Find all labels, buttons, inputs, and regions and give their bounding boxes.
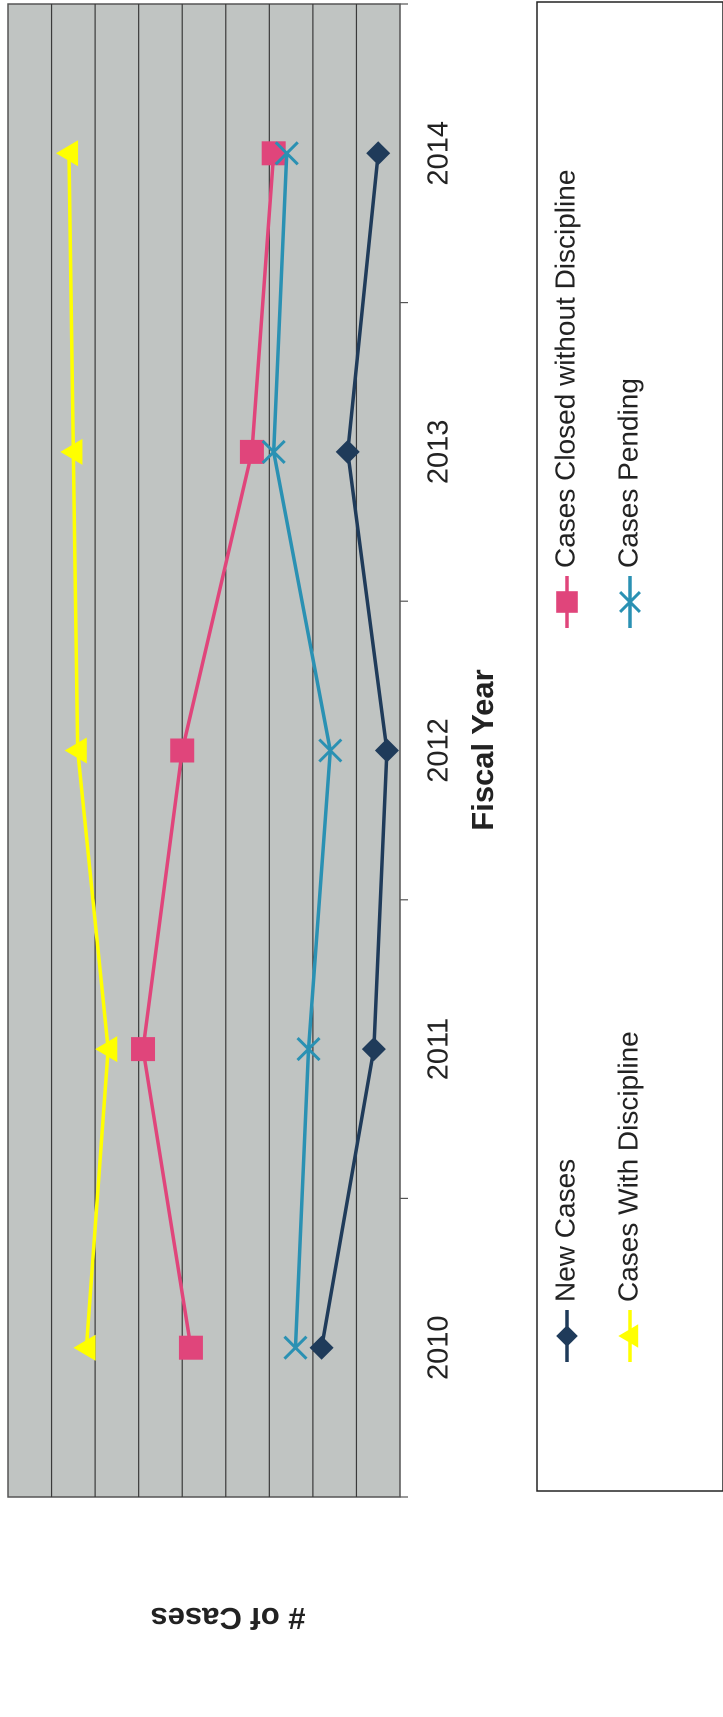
- data-point: [170, 738, 195, 763]
- data-point: [239, 439, 264, 464]
- legend-item: Cases With Discipline: [612, 1031, 643, 1362]
- legend-item: Cases Pending: [612, 378, 643, 628]
- legend-item: Cases Closed without Discipline: [549, 170, 580, 628]
- x-tick-label: 2014: [423, 121, 455, 186]
- data-point: [361, 1037, 386, 1062]
- data-point: [95, 1036, 118, 1063]
- legend: New Cases Cases Closed without Discipline…: [549, 170, 643, 1362]
- legend-marker: [556, 1325, 578, 1347]
- x-tick-label: 2011: [423, 1018, 455, 1080]
- data-point: [296, 1037, 321, 1062]
- y-axis-title: # of Cases: [150, 1601, 305, 1636]
- data-point: [274, 141, 299, 166]
- legend-label: Cases With Discipline: [612, 1031, 643, 1302]
- series: [55, 140, 118, 1361]
- data-point: [335, 439, 360, 464]
- series: [309, 141, 399, 1360]
- legend-box: [536, 1, 723, 1492]
- data-point: [366, 141, 391, 166]
- data-point: [261, 141, 286, 166]
- x-tick-label: 2013: [423, 420, 455, 485]
- data-point: [55, 140, 79, 167]
- y-axis-title-group: # of Cases: [150, 1601, 305, 1636]
- data-point: [178, 1335, 203, 1360]
- x-axis-title-group: Fiscal Year: [465, 669, 500, 830]
- x-tick-label: 2012: [423, 718, 455, 783]
- x-axis-tick-labels: 2010 2011 2012 2013 2014: [423, 121, 455, 1380]
- data-point: [261, 439, 286, 464]
- data-point: [131, 1037, 156, 1062]
- legend-label: Cases Pending: [612, 378, 643, 568]
- axis-ticks: [400, 3, 408, 1498]
- series: [131, 141, 286, 1360]
- data-point: [283, 1335, 308, 1360]
- series: [261, 141, 343, 1360]
- data-point: [374, 738, 399, 763]
- legend-marker: [618, 1324, 639, 1348]
- x-axis-title: Fiscal Year: [465, 669, 500, 830]
- data-point: [309, 1335, 334, 1360]
- legend-marker: [556, 591, 578, 613]
- x-tick-label: 2010: [423, 1315, 455, 1380]
- series-lines: [55, 140, 399, 1361]
- data-point: [73, 1334, 96, 1361]
- legend-item: New Cases: [549, 1159, 580, 1362]
- data-point: [318, 738, 343, 763]
- data-point: [64, 737, 87, 764]
- legend-label: Cases Closed without Discipline: [549, 170, 580, 568]
- legend-marker: [619, 591, 641, 613]
- data-point: [60, 438, 83, 465]
- legend-label: New Cases: [549, 1159, 580, 1302]
